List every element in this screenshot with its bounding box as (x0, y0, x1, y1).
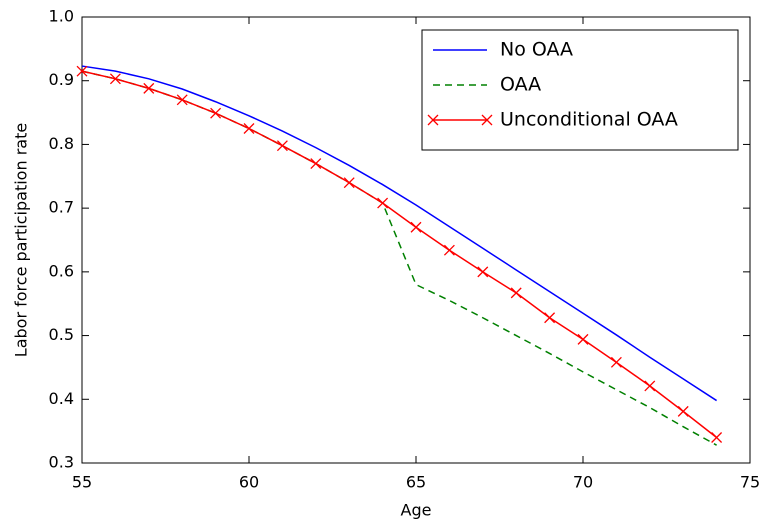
marker (410, 221, 422, 233)
marker (176, 94, 188, 106)
legend-box (421, 29, 739, 151)
y-tick-label: 0.6 (49, 261, 74, 280)
series-line (81, 65, 718, 402)
marker (577, 333, 589, 345)
marker (610, 356, 622, 368)
marker (276, 140, 288, 152)
marker (143, 82, 155, 94)
marker (343, 177, 355, 189)
marker (510, 287, 522, 299)
marker (477, 266, 489, 278)
y-tick-label: 0.7 (49, 198, 74, 217)
y-tick-label: 0.8 (49, 134, 74, 153)
x-axis-label: Age (401, 501, 432, 520)
marker (427, 114, 439, 126)
marker (711, 432, 723, 443)
marker (443, 244, 455, 256)
y-tick-label: 0.9 (49, 70, 74, 89)
marker (677, 405, 689, 417)
x-tick-label: 70 (573, 473, 593, 492)
y-axis-label: Labor force participation rate (12, 123, 31, 357)
y-tick-label: 1.0 (49, 7, 74, 26)
marker (544, 312, 556, 324)
x-tick-label: 60 (239, 473, 259, 492)
legend-label: No OAA (500, 39, 573, 61)
marker (109, 73, 121, 85)
marker (76, 65, 88, 77)
x-tick-label: 75 (740, 473, 760, 492)
y-tick-label: 0.5 (49, 325, 74, 344)
series-line (81, 70, 718, 439)
y-tick-label: 0.3 (49, 453, 74, 472)
legend-label: OAA (500, 74, 541, 96)
marker (644, 380, 656, 392)
x-tick-label: 65 (406, 473, 426, 492)
marker (243, 123, 255, 134)
marker (310, 158, 322, 170)
marker (210, 107, 222, 119)
y-tick-label: 0.4 (49, 389, 74, 408)
x-tick-label: 55 (72, 473, 92, 492)
legend-label: Unconditional OAA (500, 109, 678, 131)
marker (481, 114, 493, 126)
marker (377, 197, 389, 209)
